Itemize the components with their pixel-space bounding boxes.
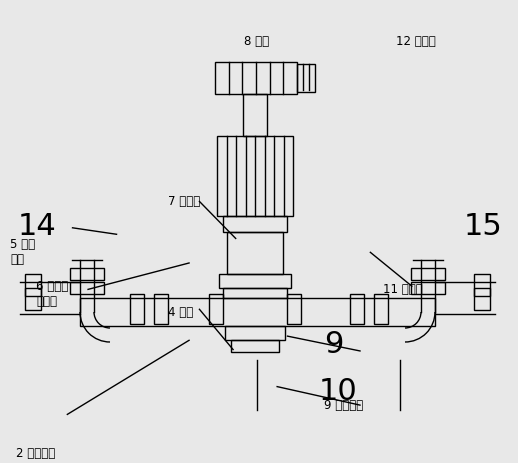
Text: 12 电源线: 12 电源线 — [396, 35, 436, 48]
Bar — [411, 268, 445, 280]
Bar — [223, 216, 287, 232]
Bar — [474, 274, 490, 296]
Text: 10: 10 — [319, 377, 357, 406]
Bar — [374, 294, 388, 324]
Bar — [70, 268, 104, 280]
Text: 14: 14 — [18, 213, 57, 241]
Bar — [215, 62, 297, 94]
Bar — [350, 294, 364, 324]
Text: 5 内置
管道: 5 内置 管道 — [10, 238, 36, 266]
Text: 9: 9 — [324, 331, 343, 359]
Bar — [287, 294, 301, 324]
Bar — [474, 288, 490, 310]
Bar — [217, 136, 293, 216]
Bar — [225, 326, 285, 340]
Bar — [80, 298, 435, 326]
Bar — [243, 94, 267, 136]
Text: 15: 15 — [464, 213, 502, 241]
Bar — [219, 274, 291, 288]
Text: 7 限流器: 7 限流器 — [168, 195, 200, 208]
Bar — [130, 294, 144, 324]
Bar — [411, 282, 445, 294]
Bar — [209, 294, 223, 324]
Bar — [25, 288, 41, 310]
Bar — [231, 340, 279, 352]
Text: 4 把手: 4 把手 — [168, 306, 194, 319]
Text: 8 水泵: 8 水泵 — [244, 35, 269, 48]
Bar — [70, 282, 104, 294]
Bar — [297, 64, 315, 92]
Text: 9 联动转轴: 9 联动转轴 — [324, 399, 363, 412]
Text: 11 搅拌室: 11 搅拌室 — [383, 283, 423, 296]
Bar — [223, 288, 287, 298]
Text: 2 内置管道: 2 内置管道 — [16, 447, 55, 460]
Bar — [154, 294, 168, 324]
Bar — [227, 232, 283, 274]
Text: 6 外置橡
胶管道: 6 外置橡 胶管道 — [36, 280, 68, 308]
Bar — [25, 274, 41, 296]
